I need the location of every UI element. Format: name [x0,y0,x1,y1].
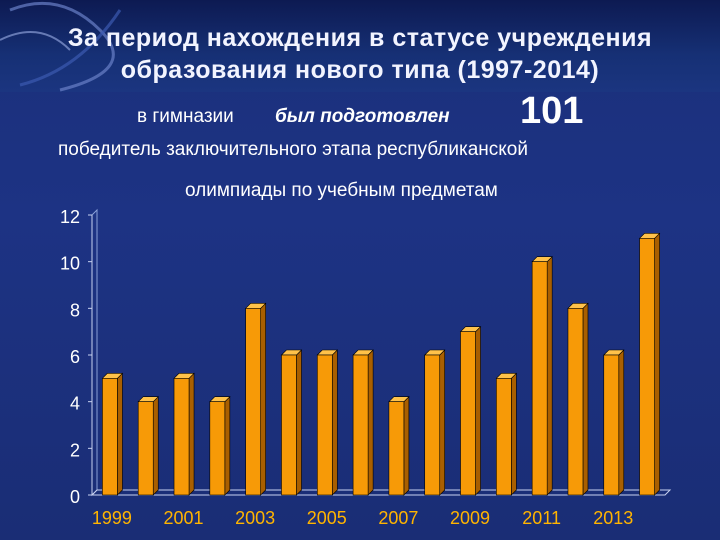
x-tick-label: 2001 [164,508,204,528]
bar-front [137,401,154,496]
x-tick-label: 2003 [235,508,275,528]
decorative-swirl-icon [0,1,122,92]
slide-title-line1: За период нахождения в статусе учреждени… [67,24,653,52]
bar-front [531,261,548,496]
subtitle-part2: был подготовлен [275,106,450,127]
bar-front [603,354,620,496]
bar-front [639,238,655,496]
bar-side [475,325,481,496]
bar-side [546,255,553,496]
bar-2013 [603,349,625,496]
bar-side [403,395,410,496]
subtitle-line2: победитель заключительного этапа республ… [58,139,528,160]
y-tick-label: 2 [70,440,80,460]
y-tick-label: 6 [70,347,80,367]
bar-side [296,349,302,496]
header-band [0,0,720,92]
bar-front [281,354,297,496]
bar-side [224,395,231,496]
bar-side [618,349,625,496]
bar-side [117,372,123,496]
slide-title-line2: образования нового типа (1997-2014) [120,56,600,84]
x-tick-label: 2007 [378,508,418,528]
bar-front [352,354,369,496]
x-tick-label: 2005 [307,508,347,528]
bar-1999 [101,372,124,496]
bar-2002 [209,395,231,496]
y-tick-label: 8 [70,300,80,320]
subtitle-part1: в гимназии [137,106,234,127]
bar-side [654,232,660,496]
bar-2014 [638,232,661,496]
y-tick-label: 12 [60,207,80,227]
x-tick-label: 1999 [92,508,132,528]
bar-2008 [423,349,446,496]
bar-side [511,372,517,496]
y-tick-label: 4 [70,394,80,414]
bar-front [102,378,118,496]
bar-side [188,372,195,496]
bar-2005 [316,349,339,496]
bar-2011 [531,255,553,496]
bar-front [316,354,333,496]
bar-2004 [280,349,303,496]
bar-front [424,354,441,496]
bar-2007 [388,395,410,496]
x-tick-label: 2013 [593,508,633,528]
bar-front [460,331,476,496]
bar-2012 [567,302,589,496]
bar-2010 [495,372,518,496]
y-axis-wall [91,208,98,497]
bar-side [367,349,374,496]
bar-front [388,401,405,496]
subtitle-number: 101 [520,90,584,132]
bar-front [567,308,584,496]
bar-2000 [137,395,159,496]
bar-2006 [352,349,374,496]
bar-front [209,401,226,496]
bar-front [496,378,512,496]
bar-front [245,308,261,496]
bar-side [331,349,338,496]
bar-2003 [244,302,267,496]
bar-2009 [459,325,482,496]
y-tick-label: 0 [70,487,80,507]
bar-front [173,378,190,496]
bar-2001 [173,372,195,496]
subtitle-line3: олимпиады по учебным предметам [185,180,498,201]
bar-side [439,349,446,496]
bar-side [152,395,159,496]
bar-side [260,302,266,496]
x-tick-label: 2011 [522,508,561,528]
bar-side [582,302,589,496]
x-tick-label: 2009 [450,508,490,528]
y-tick-label: 10 [60,254,80,274]
